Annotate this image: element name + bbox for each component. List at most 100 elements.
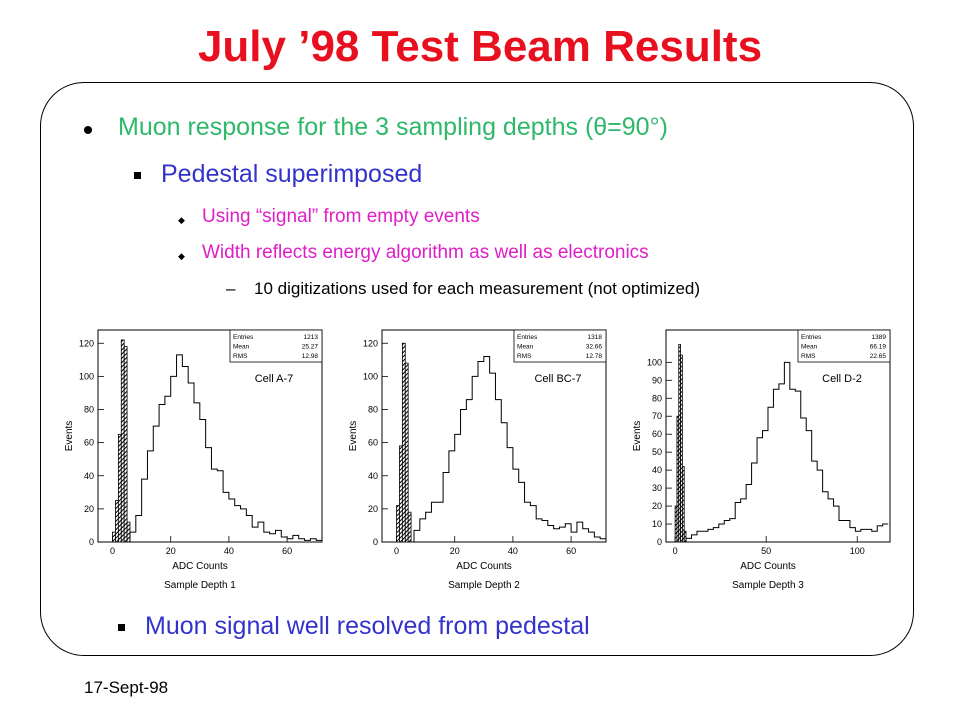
y-tick-label: 40 bbox=[652, 465, 662, 475]
y-axis-label: Events bbox=[348, 421, 359, 452]
chart-caption: Sample Depth 1 bbox=[164, 580, 236, 591]
x-tick-label: 60 bbox=[282, 546, 292, 556]
pedestal-bar bbox=[112, 531, 116, 543]
y-tick-label: 50 bbox=[652, 447, 662, 457]
x-tick-label: 100 bbox=[850, 546, 865, 556]
y-tick-label: 60 bbox=[652, 429, 662, 439]
signal-histogram-line bbox=[685, 361, 889, 542]
x-tick-label: 40 bbox=[508, 546, 518, 556]
y-tick-label: 40 bbox=[84, 471, 94, 481]
cell-label: Cell BC-7 bbox=[534, 373, 581, 385]
chart-caption: Sample Depth 3 bbox=[732, 580, 804, 591]
x-tick-label: 50 bbox=[761, 546, 771, 556]
x-axis-label: ADC Counts bbox=[456, 561, 512, 572]
pedestal-bar bbox=[401, 342, 406, 543]
bullet-level3-empty-events-text: Using “signal” from empty events bbox=[202, 206, 480, 227]
stats-label: RMS bbox=[517, 353, 532, 360]
y-tick-label: 10 bbox=[652, 519, 662, 529]
pedestal-bar bbox=[117, 433, 122, 543]
pedestal-bar bbox=[407, 511, 412, 543]
y-tick-label: 100 bbox=[79, 371, 94, 381]
y-tick-label: 20 bbox=[652, 501, 662, 511]
x-axis-label: ADC Counts bbox=[740, 561, 796, 572]
stats-label: Entries bbox=[233, 334, 254, 341]
stats-value: 1389 bbox=[872, 334, 887, 341]
plot-frame bbox=[97, 329, 323, 543]
cell-label: Cell A-7 bbox=[255, 373, 294, 385]
histogram-depth2: 0 20 40 60 80 100 120 0 20 40 60 ADC Counts Events Sa… bbox=[348, 329, 607, 591]
stats-box bbox=[513, 329, 607, 363]
stats-value: 32.66 bbox=[586, 344, 603, 351]
histogram-panel-depth3: 0 10 20 30 40 50 60 70 80 90 100 0 50 100 ADC Counts Ev… bbox=[628, 326, 900, 598]
pedestal-bar bbox=[683, 530, 687, 543]
dash-bullet: – bbox=[226, 279, 236, 298]
bullet-level1-text: Muon response for the 3 sampling depths … bbox=[118, 113, 668, 141]
y-tick-label: 70 bbox=[652, 411, 662, 421]
cell-label: Cell D-2 bbox=[822, 373, 862, 385]
x-tick-label: 20 bbox=[166, 546, 176, 556]
stats-label: Entries bbox=[517, 334, 538, 341]
y-axis-label: Events bbox=[632, 421, 643, 452]
stats-value: 66.19 bbox=[870, 344, 887, 351]
footer-date: 17-Sept-98 bbox=[84, 678, 169, 697]
stats-label: RMS bbox=[801, 353, 816, 360]
pedestal-bar bbox=[404, 362, 409, 543]
pedestal-bar bbox=[396, 505, 400, 543]
pedestal-bar bbox=[115, 500, 119, 543]
stats-label: Mean bbox=[233, 344, 250, 351]
stats-label: RMS bbox=[233, 353, 248, 360]
stats-value: 25.27 bbox=[302, 344, 319, 351]
pedestal-bar bbox=[123, 346, 128, 543]
y-tick-label: 0 bbox=[89, 537, 94, 547]
chart-caption: Sample Depth 2 bbox=[448, 580, 520, 591]
bullet-level4-text: 10 digitizations used for each measureme… bbox=[254, 279, 701, 298]
stats-label: Mean bbox=[801, 344, 818, 351]
diamond-bullet-icon: ◆ bbox=[178, 215, 185, 225]
slide-title: July ’98 Test Beam Results bbox=[197, 22, 763, 71]
bullet-level3-width-text: Width reflects energy algorithm as well … bbox=[202, 242, 649, 263]
stats-box bbox=[797, 329, 891, 363]
y-tick-label: 40 bbox=[368, 471, 378, 481]
y-tick-label: 80 bbox=[368, 405, 378, 415]
pedestal-bar bbox=[399, 445, 403, 543]
bullet-level4-digitizations: – 10 digitizations used for each measure… bbox=[226, 279, 846, 303]
stats-value: 12.78 bbox=[586, 353, 603, 360]
histogram-depth1: 0 20 40 60 80 100 120 0 20 40 60 ADC Counts Events Sa… bbox=[64, 329, 323, 591]
square-bullet-icon bbox=[118, 624, 125, 631]
plot-frame bbox=[381, 329, 607, 543]
stats-value: 1318 bbox=[588, 334, 603, 341]
stats-value: 12.98 bbox=[302, 353, 319, 360]
content-frame bbox=[40, 82, 914, 656]
bullet-level2-pedestal: Pedestal superimposed bbox=[134, 160, 734, 192]
square-bullet-icon bbox=[134, 172, 141, 179]
pedestal-bar bbox=[680, 354, 683, 543]
x-axis-label: ADC Counts bbox=[172, 561, 228, 572]
y-tick-label: 0 bbox=[373, 537, 378, 547]
bullet-level2-resolved: Muon signal well resolved from pedestal bbox=[118, 612, 738, 644]
y-tick-label: 80 bbox=[652, 393, 662, 403]
y-tick-label: 120 bbox=[363, 338, 378, 348]
y-tick-label: 100 bbox=[647, 357, 662, 367]
stats-value: 1213 bbox=[304, 334, 319, 341]
signal-histogram-line bbox=[413, 356, 606, 542]
plot-frame bbox=[665, 329, 891, 543]
bullet-level1: Muon response for the 3 sampling depths … bbox=[84, 113, 864, 145]
y-tick-label: 60 bbox=[368, 438, 378, 448]
round-bullet-icon bbox=[84, 126, 92, 134]
stats-label: Mean bbox=[517, 344, 534, 351]
stats-label: Entries bbox=[801, 334, 822, 341]
bullet-level2-resolved-text: Muon signal well resolved from pedestal bbox=[145, 612, 590, 640]
x-tick-label: 60 bbox=[566, 546, 576, 556]
y-tick-label: 120 bbox=[79, 338, 94, 348]
y-tick-label: 30 bbox=[652, 483, 662, 493]
stats-value: 22.65 bbox=[870, 353, 887, 360]
x-tick-label: 0 bbox=[110, 546, 115, 556]
y-tick-label: 90 bbox=[652, 375, 662, 385]
y-tick-label: 0 bbox=[657, 537, 662, 547]
histogram-panel-depth1: 0 20 40 60 80 100 120 0 20 40 60 ADC Counts Events Sa… bbox=[60, 326, 332, 598]
diamond-bullet-icon: ◆ bbox=[178, 251, 185, 261]
bullet-level2-pedestal-text: Pedestal superimposed bbox=[161, 160, 423, 188]
y-tick-label: 80 bbox=[84, 405, 94, 415]
x-tick-label: 0 bbox=[673, 546, 678, 556]
bullet-level3-width: ◆ Width reflects energy algorithm as wel… bbox=[178, 242, 858, 268]
